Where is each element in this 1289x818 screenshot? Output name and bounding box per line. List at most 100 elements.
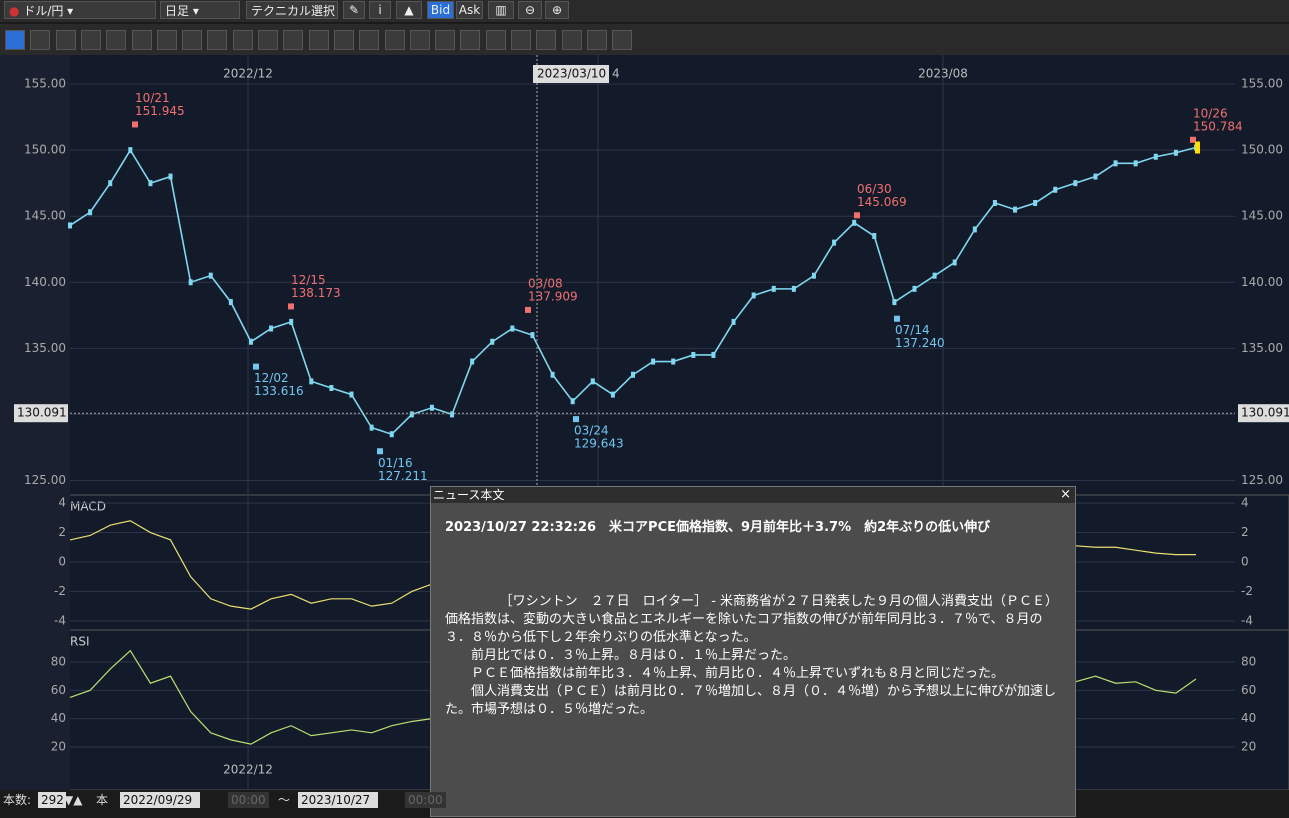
tool-button[interactable] [460, 30, 481, 50]
price-point [550, 371, 555, 378]
price-point [108, 180, 113, 187]
tool-button[interactable] [612, 30, 633, 50]
y-tick-label: 155.00 [24, 77, 66, 91]
tool-button[interactable] [182, 30, 203, 50]
spinner[interactable]: ▼▲ [64, 793, 83, 807]
tool-button[interactable] [511, 30, 531, 50]
x-label: 2022/12 [223, 763, 273, 777]
price-point [791, 285, 796, 292]
low-marker [377, 448, 383, 455]
x-label: 2023/08 [918, 67, 968, 81]
pen-button[interactable]: ✎ [343, 1, 365, 19]
price-point [932, 272, 937, 279]
y-tick-label: 40 [1241, 711, 1256, 725]
zoom-in-button[interactable]: ⊕ [545, 1, 569, 19]
tool-button[interactable] [131, 30, 152, 50]
news-title: ニュース本文 [433, 488, 505, 502]
tool-button[interactable] [207, 30, 228, 50]
price-point [972, 226, 977, 233]
price-point [570, 398, 575, 405]
y-tick-label: 60 [51, 683, 66, 697]
main-panel [0, 55, 1289, 495]
high-date: 12/15 [291, 273, 326, 287]
tool-button[interactable] [258, 30, 278, 50]
price-point [208, 272, 213, 279]
end-time[interactable]: 00:00 [405, 792, 446, 808]
bid-button[interactable]: Bid [427, 1, 454, 19]
period-select[interactable]: 日足 ▾ [160, 1, 240, 19]
price-point [1073, 180, 1078, 187]
y-tick-label: 145.00 [1241, 209, 1283, 223]
ask-button[interactable]: Ask [456, 1, 483, 19]
tool-button[interactable] [308, 30, 329, 50]
tool-button[interactable] [536, 30, 557, 50]
price-point [872, 233, 877, 240]
tool-button[interactable] [409, 30, 430, 50]
high-price: 145.069 [857, 195, 907, 209]
y-tick-label: -2 [54, 584, 66, 598]
low-price: 133.616 [254, 384, 304, 398]
chart-button[interactable]: ▥ [488, 1, 514, 19]
start-date[interactable]: 2022/09/29 [120, 792, 200, 808]
tool-button[interactable] [485, 30, 506, 50]
crosshair-price-box [14, 404, 68, 423]
close-button[interactable]: × [1060, 487, 1071, 502]
news-title-bar: ニュース本文 × [431, 487, 1075, 503]
tool-button[interactable] [106, 30, 127, 50]
end-date[interactable]: 2023/10/27 [298, 792, 378, 808]
tool-button[interactable] [30, 30, 51, 50]
tool-button[interactable] [586, 30, 607, 50]
y-tick-label: 0 [58, 554, 66, 568]
y-tick-label: 40 [51, 711, 66, 725]
tool-button[interactable] [561, 30, 582, 50]
low-date: 07/14 [895, 323, 930, 337]
tool-button[interactable] [156, 30, 177, 50]
info-button[interactable]: i [369, 1, 391, 19]
count-input[interactable]: 292 [38, 792, 66, 808]
price-point [409, 411, 414, 418]
tool-button[interactable] [435, 30, 456, 50]
price-point [1093, 173, 1098, 180]
y-tick-label: 80 [51, 655, 66, 669]
symbol-select[interactable]: ● ドル/円 ▾ [4, 1, 156, 19]
y-tick-label: 80 [1241, 655, 1256, 669]
y-tick-label: 125.00 [1241, 473, 1283, 487]
high-price: 150.784 [1193, 119, 1243, 133]
price-point [289, 318, 294, 325]
panel-title: RSI [70, 635, 90, 649]
period: 日足 [165, 4, 190, 18]
start-time[interactable]: 00:00 [228, 792, 269, 808]
technical-select[interactable]: テクニカル選択▾ [246, 1, 338, 36]
tool-button[interactable] [5, 30, 25, 50]
price-point [852, 219, 857, 226]
low-marker [573, 416, 579, 423]
toolbar: ● ドル/円 ▾ 日足 ▾ テクニカル選択▾ ✎ i ▲ Bid Ask ▥ ⊖… [0, 0, 1289, 36]
price-point [269, 325, 274, 332]
news-window: ニュース本文 × 2023/10/27 22:32:26 米コアPCE価格指数、9… [430, 486, 1076, 817]
zoom-out-button[interactable]: ⊖ [518, 1, 542, 19]
news-paragraph: ［ワシントン ２７日 ロイター］ - 米商務省が２７日発表した９月の個人消費支出… [445, 594, 1059, 645]
price-point [389, 431, 394, 438]
tool-button[interactable] [333, 30, 354, 50]
price-point [188, 279, 193, 286]
price-point [369, 424, 374, 431]
tool-button[interactable] [359, 30, 380, 50]
tool-button[interactable] [232, 30, 253, 50]
low-date: 03/24 [574, 424, 609, 438]
crosshair-price-label: 130.091 [1241, 406, 1289, 420]
tool-button[interactable] [283, 30, 304, 50]
price-point [248, 338, 253, 345]
price-point [590, 378, 595, 385]
tool-button[interactable] [55, 30, 76, 50]
price-point [912, 285, 917, 292]
news-paragraph: ＰＣＥ価格指数は前年比３．４％上昇、前月比０．４％上昇でいずれも８月と同じだった… [471, 666, 1005, 681]
news-paragraph: 前月比では０．３％上昇。８月は０．１％上昇だった。 [471, 648, 797, 663]
tool-button[interactable] [80, 30, 101, 50]
price-point [952, 259, 957, 266]
mountain-button[interactable]: ▲ [396, 1, 422, 19]
tool-button[interactable] [384, 30, 405, 50]
y-tick-label: 145.00 [24, 209, 66, 223]
price-point [510, 325, 515, 332]
price-point [811, 272, 816, 279]
price-point [771, 285, 776, 292]
